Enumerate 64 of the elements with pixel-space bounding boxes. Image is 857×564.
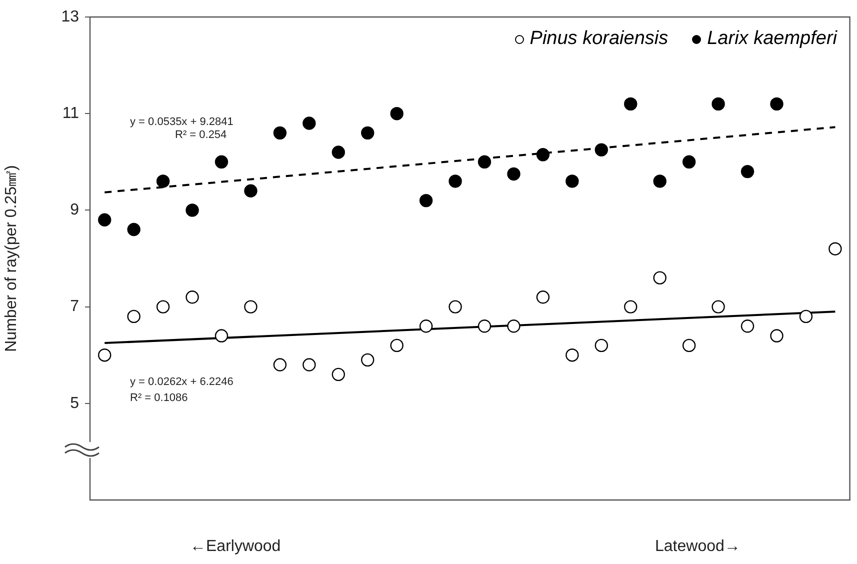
point — [740, 164, 754, 178]
point — [828, 242, 842, 256]
point — [712, 300, 725, 314]
point — [624, 97, 638, 111]
point — [156, 174, 170, 188]
point — [594, 338, 608, 352]
point — [273, 358, 287, 372]
point — [507, 320, 520, 333]
legend-label: Larix kaempferi — [707, 28, 837, 50]
point — [302, 358, 316, 372]
point — [332, 368, 345, 382]
point — [214, 329, 228, 342]
point — [332, 146, 345, 159]
point — [98, 348, 112, 362]
point — [566, 348, 579, 362]
point — [186, 290, 199, 304]
point — [624, 300, 638, 314]
annotation: y = 0.0262x + 6.2246 — [130, 376, 234, 388]
point — [653, 271, 666, 284]
point — [536, 148, 550, 162]
point — [566, 174, 579, 188]
annotation: R² = 0.254 — [175, 129, 227, 141]
y-tick-label: 9 — [70, 202, 80, 219]
point — [214, 155, 228, 168]
y-tick-label: 7 — [70, 298, 80, 316]
annotation: y = 0.0535x + 9.2841 — [130, 116, 234, 128]
text: ←Earlywood — [190, 538, 281, 556]
point — [653, 174, 666, 188]
point — [244, 300, 258, 314]
point — [361, 126, 374, 140]
legend-label: Pinus koraiensis — [530, 28, 668, 50]
point — [682, 338, 696, 352]
point — [302, 116, 316, 130]
point — [799, 310, 813, 324]
y-tick-label: 11 — [62, 105, 80, 122]
y-tick-label: 5 — [70, 394, 80, 412]
point — [186, 204, 199, 217]
y-axis-title: Number of ray(per 0.25㎟) — [3, 165, 20, 352]
point — [448, 174, 462, 188]
y-tick-label: 13 — [61, 8, 80, 26]
point — [127, 222, 140, 236]
point — [127, 310, 140, 324]
point — [594, 143, 608, 156]
point — [390, 107, 404, 120]
point — [507, 167, 520, 181]
point — [478, 320, 492, 333]
point — [419, 320, 433, 333]
point — [536, 290, 550, 304]
point — [98, 213, 112, 226]
point — [361, 353, 374, 367]
point — [682, 155, 696, 168]
point — [244, 184, 258, 198]
point — [419, 194, 433, 208]
point — [156, 300, 170, 314]
point — [390, 338, 404, 352]
point — [478, 155, 492, 168]
point — [448, 300, 462, 314]
point — [770, 97, 784, 111]
point — [770, 329, 784, 342]
point — [712, 97, 725, 111]
point — [273, 126, 287, 140]
text: Latewood→ — [655, 538, 740, 556]
point — [740, 320, 754, 333]
annotation: R² = 0.1086 — [130, 392, 188, 404]
